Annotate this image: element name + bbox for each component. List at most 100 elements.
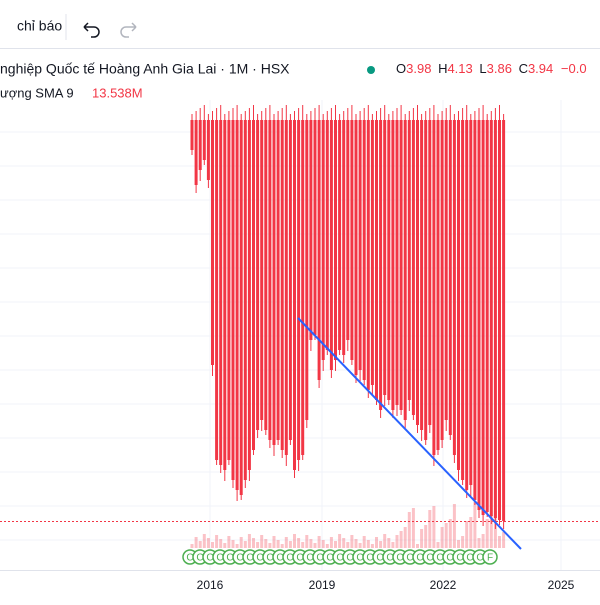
event-marker-label: C [476, 553, 483, 564]
volume-bar [358, 543, 362, 548]
volume-bar [243, 541, 247, 548]
x-axis: 2016 2019 2022 2025 [197, 578, 575, 592]
candle-body [481, 120, 485, 515]
volume-bar [362, 536, 366, 548]
volume-bar [215, 535, 219, 548]
candle-body [457, 120, 460, 470]
candle-body [403, 120, 407, 420]
volume-bar [231, 540, 235, 548]
volume-bar [338, 534, 342, 548]
volume-bar [366, 540, 370, 548]
candle-body [444, 120, 448, 420]
volume-bars [190, 502, 506, 548]
candle-body [268, 120, 272, 440]
high-label: H [438, 61, 447, 76]
event-marker-label: C [266, 553, 273, 564]
event-marker-label: C [226, 553, 233, 564]
event-marker-label: C [256, 553, 263, 564]
event-marker-label: C [446, 553, 453, 564]
candle-body [387, 120, 391, 400]
volume-bar [293, 534, 296, 548]
event-marker-label: C [296, 553, 303, 564]
event-marker-label: C [326, 553, 333, 564]
candle-body [436, 120, 440, 450]
volume-bar [313, 543, 317, 548]
event-marker-label: C [306, 553, 313, 564]
event-marker-label: C [366, 553, 373, 564]
volume-bar [370, 544, 374, 548]
candle-body [215, 120, 219, 460]
candle-body [280, 120, 284, 450]
event-marker-label: C [416, 553, 423, 564]
volume-bar [379, 541, 383, 548]
volume-bar [502, 532, 506, 548]
candle-body [305, 120, 309, 420]
volume-bar [489, 515, 493, 548]
candle-body [313, 120, 317, 335]
volume-bar [190, 544, 194, 548]
candle-body [493, 120, 497, 518]
candle-body [424, 120, 428, 440]
volume-bar [469, 517, 473, 548]
candle-body [432, 120, 436, 455]
volume-bar [346, 542, 350, 548]
redo-button[interactable] [120, 22, 137, 38]
candle-body [461, 120, 465, 480]
candle-body [375, 120, 378, 400]
event-marker-label: C [216, 553, 223, 564]
volume-bar [264, 539, 268, 548]
close-value: 3.94 [528, 61, 553, 76]
volume-bar [448, 519, 452, 548]
indicators-button[interactable]: chỉ báo [17, 18, 62, 34]
market-status [367, 66, 375, 74]
open-value: 3.98 [406, 61, 431, 76]
candle-body [256, 120, 260, 430]
candle-body [428, 120, 432, 425]
volume-bar [317, 536, 321, 548]
candle-body [362, 120, 366, 380]
volume-bar [457, 540, 460, 548]
candle-body [440, 120, 444, 440]
toolbar [0, 0, 600, 48]
event-marker-label: C [376, 553, 383, 564]
candle-body [272, 120, 276, 445]
undo-button[interactable] [83, 22, 100, 38]
volume-bar [342, 538, 346, 548]
candle-body [252, 120, 255, 450]
low-value: 3.86 [487, 61, 512, 76]
x-axis-label: 2019 [309, 578, 336, 592]
volume-bar [260, 535, 264, 548]
volume-bar [280, 544, 284, 548]
candle-body [329, 120, 333, 370]
candle-body [416, 120, 419, 425]
volume-bar [219, 539, 223, 548]
volume-bar [436, 542, 440, 548]
volume-bar [247, 534, 251, 548]
candle-body [379, 120, 383, 410]
event-marker-label: C [316, 553, 323, 564]
volume-bar [252, 538, 255, 548]
candle-body [301, 120, 305, 455]
event-marker-label: C [346, 553, 353, 564]
candle-body [190, 120, 194, 150]
volume-bar [284, 537, 288, 548]
volume-bar [411, 508, 415, 548]
event-marker-label: C [246, 553, 253, 564]
volume-bar [399, 531, 403, 548]
volume-bar [268, 543, 272, 548]
candle-body [321, 120, 325, 360]
candle-body [317, 120, 321, 380]
candle-body [411, 120, 415, 415]
volume-bar [198, 541, 202, 548]
volume-bar [432, 506, 436, 548]
event-marker-label: C [196, 553, 203, 564]
candle-body [465, 120, 469, 490]
x-axis-label: 2022 [430, 578, 457, 592]
symbol-title: nghiệp Quốc tế Hoàng Anh Gia Lai · 1M · … [0, 61, 290, 77]
candle-body [354, 120, 358, 375]
trend-line[interactable] [297, 317, 522, 550]
event-marker-label: C [386, 553, 393, 564]
low-label: L [479, 61, 486, 76]
candle-body [227, 120, 231, 460]
